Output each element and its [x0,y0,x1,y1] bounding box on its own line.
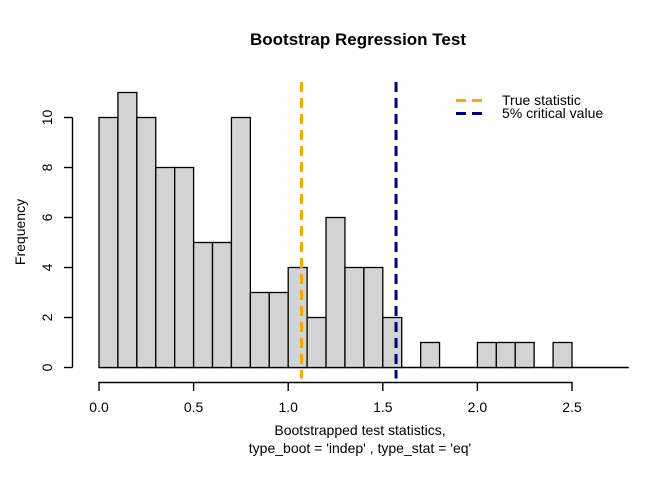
x-tick-label: 1.5 [373,399,393,415]
y-axis-label: Frequency [12,198,28,266]
histogram-bar [174,166,195,369]
x-tick-label: 0.5 [184,399,204,415]
legend-dashed-line [456,112,482,115]
y-tick-label: 2 [39,313,55,321]
chart-title: Bootstrap Regression Test [249,30,466,49]
legend: True statistic 5% critical value [456,92,604,121]
histogram-bar [287,266,308,369]
histogram-bar [117,91,138,369]
x-tick-label: 2.0 [468,399,488,415]
histogram-bar [514,341,535,369]
histogram-bar [306,316,327,369]
histogram-bar [230,116,252,369]
y-tick-label: 4 [39,263,55,271]
histogram-bar [98,116,119,369]
y-tick-label: 10 [39,110,55,126]
legend-label: True statistic [502,92,581,108]
histogram-bar [211,241,233,369]
histogram-bar [325,216,346,369]
histogram-bar [192,241,214,369]
histogram-bar [363,266,384,369]
y-tick-label: 8 [39,163,55,171]
x-tick-label: 0.0 [89,399,109,415]
legend-dashed-line [456,99,482,102]
legend-entry: True statistic [456,92,603,108]
histogram-bar [476,341,497,369]
legend-entry: 5% critical value [456,105,604,121]
x-tick-label: 2.5 [562,399,582,415]
histogram-bar [136,116,157,369]
histogram-bar [155,166,176,369]
x-axis-label-line2: type_boot = 'indep' , type_stat = 'eq' [248,440,472,456]
histogram-bar [382,316,403,369]
histogram-bar [495,341,516,369]
histogram-bar [268,291,289,369]
x-tick-label: 1.0 [278,399,298,415]
histogram-bar [249,291,270,369]
y-tick-label: 6 [39,213,55,221]
histogram-bar [419,341,441,369]
y-tick-label: 0 [39,363,55,371]
x-axis-label-line1: Bootstrapped test statistics, [274,422,446,438]
histogram-bar [344,266,365,369]
histogram-bar [552,341,573,369]
legend-label: 5% critical value [502,105,604,121]
